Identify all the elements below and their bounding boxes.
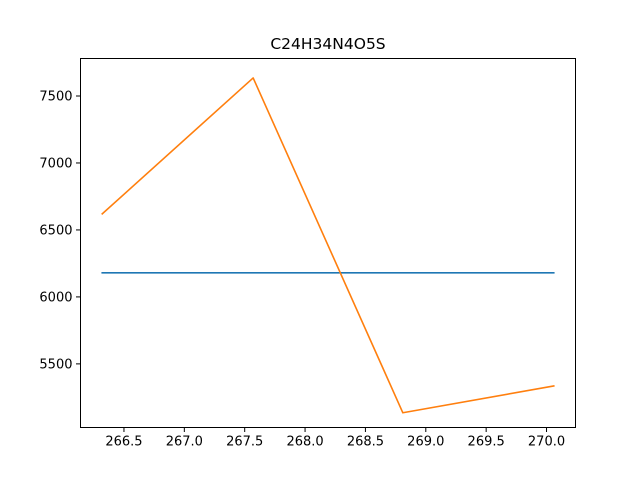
y-tick-label: 7000 [39,156,72,171]
x-tick-label: 267.0 [166,435,203,450]
x-tick-label: 268.0 [286,435,323,450]
y-tick-label: 7500 [39,90,72,105]
y-tick-label: 6000 [39,290,72,305]
x-tick-label: 269.5 [468,435,505,450]
y-tick-label: 5500 [39,357,72,372]
x-tick-label: 270.0 [528,435,565,450]
y-tick-label: 6500 [39,223,72,238]
x-tick-label: 268.5 [347,435,384,450]
x-tick-label: 269.0 [407,435,444,450]
x-tick-label: 266.5 [105,435,142,450]
series-line-2 [101,77,555,414]
axes-layer: 266.5 267.0 267.5 268.0 268.5 269.0 269.5 270.0… [39,90,565,450]
series-layer [101,77,555,414]
chart-title: C24H34N4O5S [270,35,385,53]
x-tick-label: 267.5 [226,435,263,450]
plot-area-frame [80,58,576,428]
